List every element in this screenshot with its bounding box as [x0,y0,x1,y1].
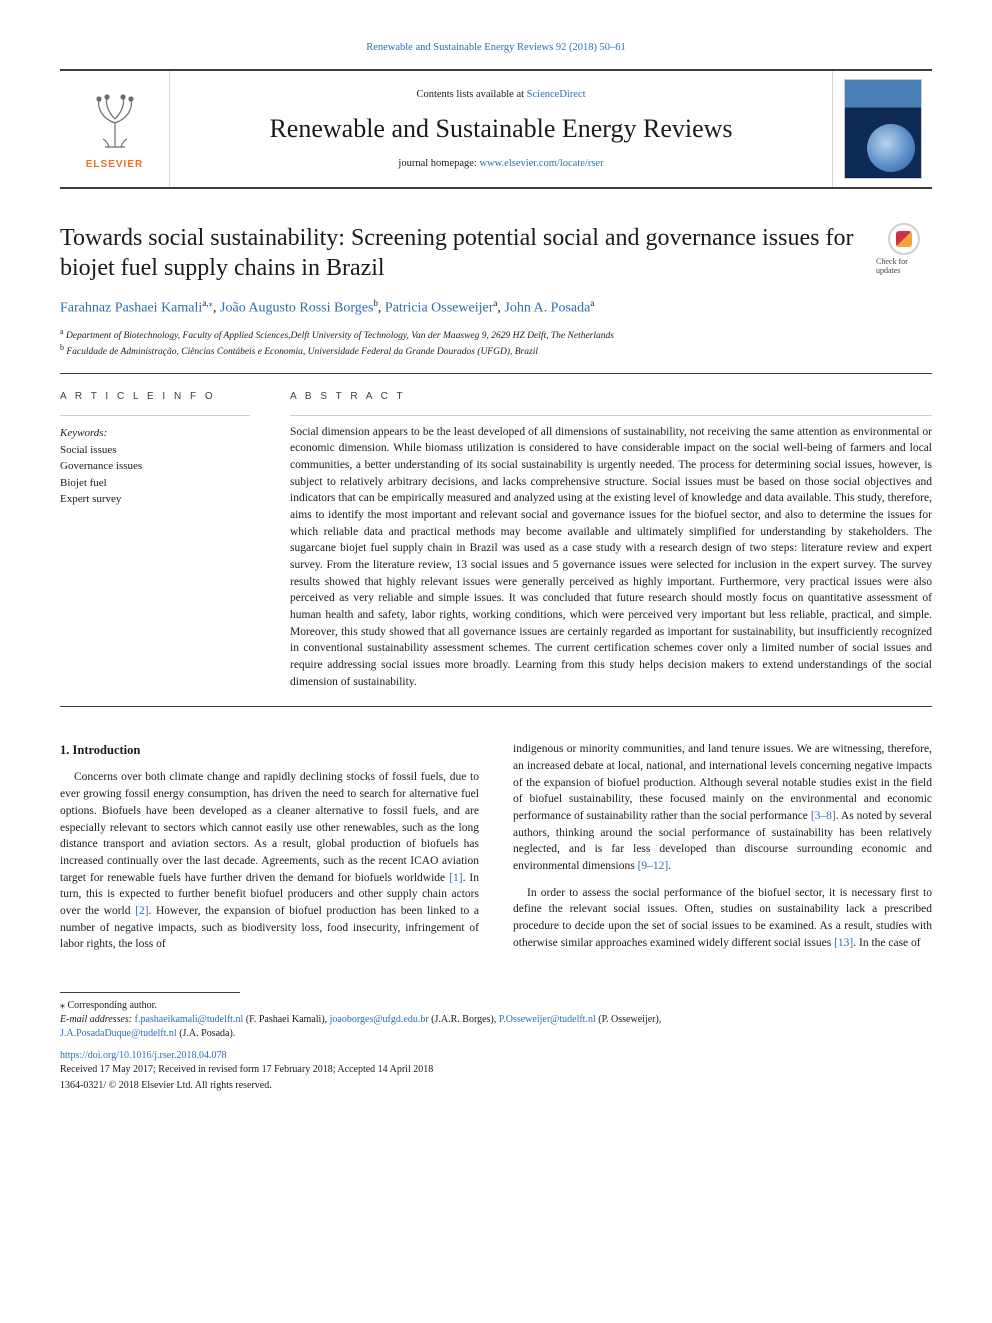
email-link[interactable]: f.pashaeikamali@tudelft.nl [135,1014,244,1025]
keywords-heading: Keywords: [60,426,250,442]
elsevier-tree-icon [80,86,150,156]
author-link[interactable]: João Augusto Rossi Borges [220,301,373,316]
journal-homepage-line: journal homepage: www.elsevier.com/locat… [398,156,603,171]
author-affil-sup: b [373,298,378,308]
citation-link[interactable]: [3–8] [811,810,836,822]
email-who: (P. Osseweijer), [596,1014,662,1025]
sciencedirect-link[interactable]: ScienceDirect [527,89,586,100]
publisher-wordmark: ELSEVIER [86,158,143,173]
check-for-updates-badge[interactable]: Check for updates [876,223,932,276]
author-link[interactable]: Farahnaz Pashaei Kamali [60,301,202,316]
body-paragraph: indigenous or minority communities, and … [513,741,932,874]
doi-line: https://doi.org/10.1016/j.rser.2018.04.0… [60,1049,932,1063]
citation-link[interactable]: [2] [135,905,148,917]
email-who: (J.A. Posada). [177,1028,236,1039]
affiliation-a: a Department of Biotechnology, Faculty o… [60,327,932,343]
citation-link[interactable]: [1] [449,872,462,884]
email-who: (J.A.R. Borges), [429,1014,499,1025]
author-link[interactable]: John A. Posada [504,301,590,316]
keywords-list: Social issues Governance issues Biojet f… [60,442,250,508]
check-for-updates-label: Check for updates [876,258,932,276]
keyword: Biojet fuel [60,475,250,492]
footnote-rule [60,992,240,993]
keyword: Social issues [60,442,250,459]
email-link[interactable]: joaoborges@ufgd.edu.br [330,1014,429,1025]
article-info-label: A R T I C L E I N F O [60,390,250,405]
section-rule [60,706,932,707]
abstract-column: A B S T R A C T Social dimension appears… [290,390,932,690]
article-info-column: A R T I C L E I N F O Keywords: Social i… [60,390,250,690]
keyword: Expert survey [60,491,250,508]
email-who: (F. Pashaei Kamali), [243,1014,329,1025]
masthead: ELSEVIER Contents lists available at Sci… [60,69,932,189]
corresponding-author-note: ⁎ Corresponding author. [60,999,932,1013]
homepage-prefix: journal homepage: [398,158,479,169]
page-root: Renewable and Sustainable Energy Reviews… [0,0,992,1123]
article-history: Received 17 May 2017; Received in revise… [60,1063,932,1077]
section-rule [60,373,932,374]
author-link[interactable]: Patricia Osseweijer [385,301,493,316]
section-heading: 1. Introduction [60,741,479,759]
author-affil-sup: a,⁎ [202,298,213,308]
journal-homepage-link[interactable]: www.elsevier.com/locate/rser [479,158,603,169]
masthead-center: Contents lists available at ScienceDirec… [170,71,832,187]
body-paragraph: Concerns over both climate change and ra… [60,769,479,952]
body-paragraph: In order to assess the social performanc… [513,885,932,952]
author-affil-sup: a [493,298,497,308]
author-line: Farahnaz Pashaei Kamalia,⁎, João Augusto… [60,297,932,319]
running-head: Renewable and Sustainable Energy Reviews… [60,40,932,55]
publisher-logo-block: ELSEVIER [60,71,170,187]
cover-thumbnail-block [832,71,932,187]
keyword: Governance issues [60,458,250,475]
abstract-text: Social dimension appears to be the least… [290,424,932,691]
email-link[interactable]: J.A.PosadaDuque@tudelft.nl [60,1028,177,1039]
copyright-line: 1364-0321/ © 2018 Elsevier Ltd. All righ… [60,1079,932,1093]
email-link[interactable]: P.Osseweijer@tudelft.nl [499,1014,596,1025]
journal-cover-thumbnail [844,79,922,179]
contents-available-line: Contents lists available at ScienceDirec… [416,87,585,102]
crossmark-icon [888,223,920,255]
contents-prefix: Contents lists available at [416,89,526,100]
affiliations: a Department of Biotechnology, Faculty o… [60,327,932,359]
footer-block: ⁎ Corresponding author. E-mail addresses… [60,992,932,1093]
doi-link[interactable]: https://doi.org/10.1016/j.rser.2018.04.0… [60,1050,226,1061]
article-title: Towards social sustainability: Screening… [60,223,858,283]
affiliation-b: b Faculdade de Administração, Ciências C… [60,343,932,359]
body-two-column: 1. Introduction Concerns over both clima… [60,741,932,962]
citation-link[interactable]: [9–12] [638,860,669,872]
email-label: E-mail addresses: [60,1014,135,1025]
email-addresses-line-2: J.A.PosadaDuque@tudelft.nl (J.A. Posada)… [60,1027,932,1041]
title-row: Towards social sustainability: Screening… [60,223,932,283]
abstract-label: A B S T R A C T [290,390,932,405]
email-addresses-line: E-mail addresses: f.pashaeikamali@tudelf… [60,1013,932,1027]
author-affil-sup: a [590,298,594,308]
info-abstract-row: A R T I C L E I N F O Keywords: Social i… [60,390,932,690]
running-head-link[interactable]: Renewable and Sustainable Energy Reviews… [366,42,626,53]
citation-link[interactable]: [13] [834,937,853,949]
journal-name: Renewable and Sustainable Energy Reviews [269,110,732,148]
